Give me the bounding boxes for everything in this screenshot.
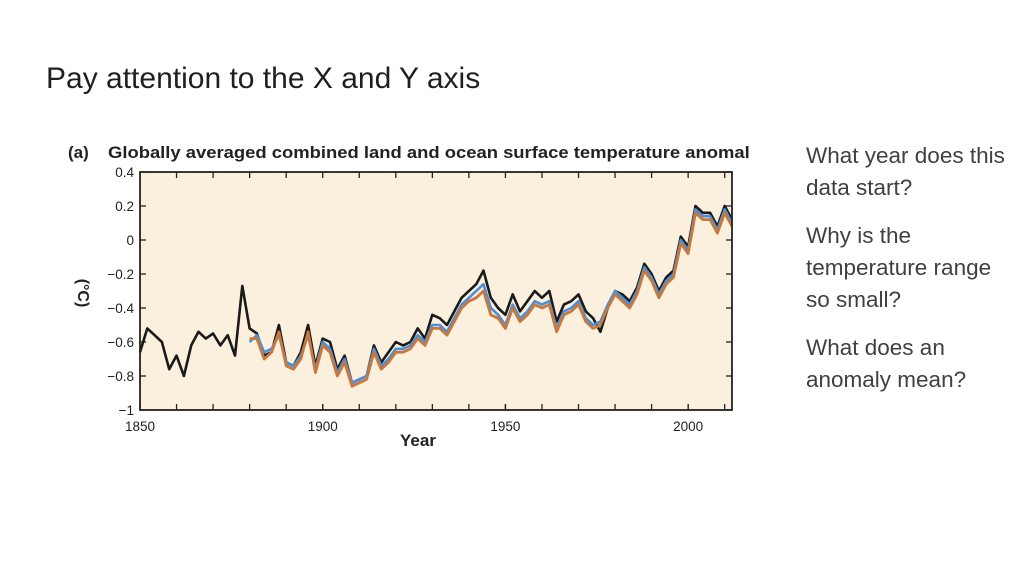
x-axis-label: Year (400, 431, 436, 450)
y-tick-label: 0 (126, 233, 134, 248)
x-tick-label: 1950 (490, 419, 520, 434)
series-line-orange (249, 211, 734, 388)
series-line-black (138, 204, 734, 385)
plot-frame (139, 171, 733, 411)
temperature-anomaly-chart: (a) Globally averaged combined land and … (60, 136, 750, 456)
question-temperature-range: Why is the temperature range so small? (806, 223, 992, 312)
plot-background (140, 172, 732, 410)
y-tick-label: −0.6 (107, 335, 134, 350)
x-tick-label: 1900 (308, 419, 338, 434)
chart-title: Globally averaged combined land and ocea… (108, 144, 750, 162)
x-tick-label: 2000 (673, 419, 703, 434)
chart-svg: (a) Globally averaged combined land and … (68, 143, 750, 450)
series-line-blue (248, 208, 734, 385)
y-tick-label: −0.8 (107, 369, 134, 384)
question-anomaly-meaning: What does an anomaly mean? (806, 335, 967, 392)
chart-panel-label: (a) (68, 143, 89, 162)
y-tick-label: −1 (119, 403, 134, 418)
x-tick-label: 1850 (125, 419, 155, 434)
y-axis-label: (°C) (74, 279, 91, 308)
y-tick-label: −0.2 (107, 267, 134, 282)
y-tick-label: 0.4 (115, 165, 134, 180)
y-tick-label: −0.4 (107, 301, 134, 316)
slide-title: Pay attention to the X and Y axis (46, 62, 481, 95)
question-start-year: What year does this data start? (806, 143, 1005, 200)
question-list: What year does this data start? Why is t… (806, 140, 1006, 412)
y-tick-label: 0.2 (115, 199, 134, 214)
